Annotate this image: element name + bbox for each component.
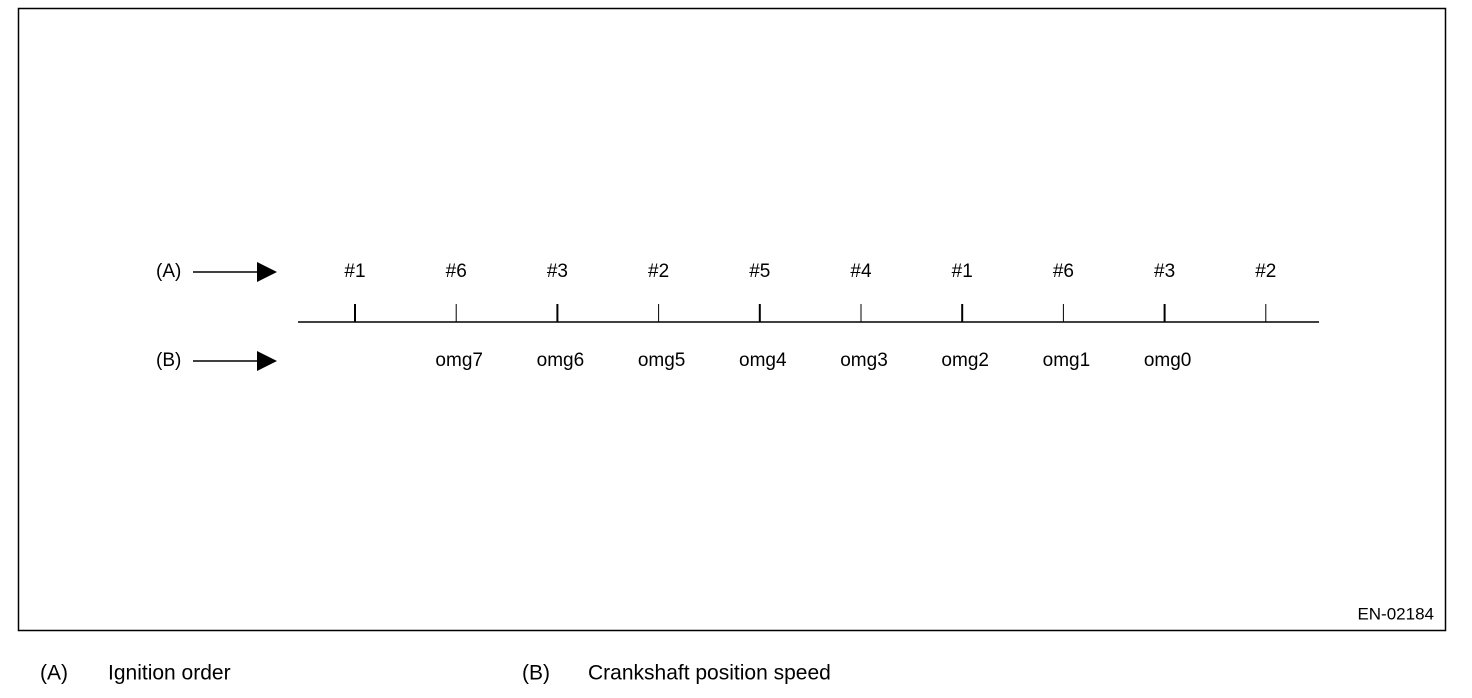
cylinder-label: #4 (850, 261, 872, 282)
legend-text: Crankshaft position speed (588, 662, 831, 685)
speed-label: omg7 (435, 350, 483, 371)
cylinder-label: #1 (952, 261, 973, 282)
speed-label: omg6 (537, 350, 585, 371)
cylinder-label: #3 (547, 261, 568, 282)
legend-text: Ignition order (108, 662, 231, 685)
cylinder-label: #2 (648, 261, 669, 282)
cylinder-label: #3 (1154, 261, 1175, 282)
legend-key: (A) (40, 662, 68, 685)
legend-key: (B) (522, 662, 550, 685)
cylinder-label: #6 (1053, 261, 1074, 282)
speed-label: omg3 (840, 350, 888, 371)
figure-code: EN-02184 (1357, 604, 1434, 623)
speed-label: omg2 (941, 350, 989, 371)
row-b-label: (B) (156, 350, 181, 371)
cylinder-label: #5 (749, 261, 770, 282)
speed-label: omg4 (739, 350, 787, 371)
cylinder-label: #2 (1255, 261, 1276, 282)
row-a-label: (A) (156, 261, 181, 282)
cylinder-label: #1 (344, 261, 365, 282)
labels: #1 #6 #3 #2 #5 #4 #1 #6 #3 #2 omg7 omg6 omg5 omg4 omg3… (344, 261, 1276, 371)
frame (17, 7, 1447, 632)
speed-label: omg0 (1144, 350, 1192, 371)
speed-label: omg5 (638, 350, 686, 371)
speed-label: omg1 (1043, 350, 1091, 371)
cylinder-label: #6 (446, 261, 467, 282)
ticks (354, 304, 1267, 322)
